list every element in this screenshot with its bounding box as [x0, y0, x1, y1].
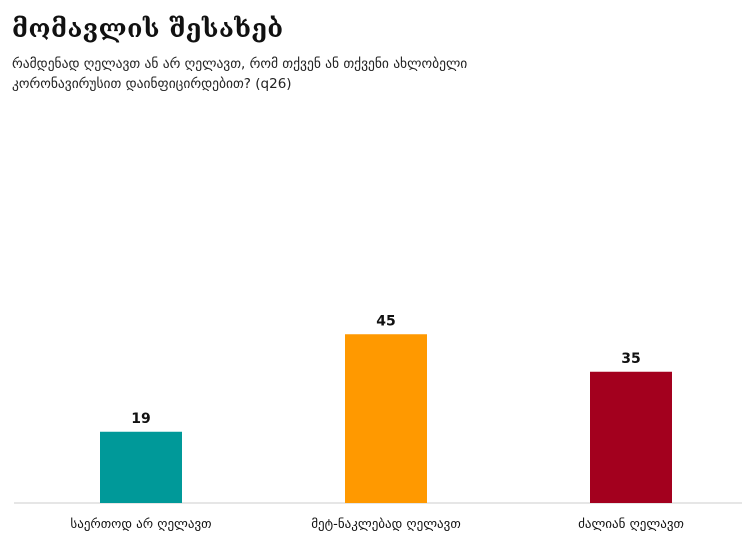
bar-2 — [345, 334, 427, 503]
bars-group: 19 საერთოდ არ ღელავთ 45 მეტ-ნაკლებად ღელავთ… — [70, 313, 683, 532]
bar-value-label-1: 19 — [131, 411, 150, 427]
category-label-1: საერთოდ არ ღელავთ — [70, 517, 211, 532]
bar-value-label-3: 35 — [621, 351, 640, 367]
category-label-2: მეტ-ნაკლებად ღელავთ — [311, 517, 461, 532]
bar-1 — [100, 431, 182, 503]
chart-title: მომავლის შესახებ — [12, 14, 284, 43]
chart-subtitle: რამდენად ღელავთ ან არ ღელავთ, რომ თქვენ … — [12, 56, 468, 92]
bar-3 — [590, 371, 672, 503]
category-label-3: ძალიან ღელავთ — [578, 517, 684, 532]
bar-value-label-2: 45 — [376, 313, 395, 329]
